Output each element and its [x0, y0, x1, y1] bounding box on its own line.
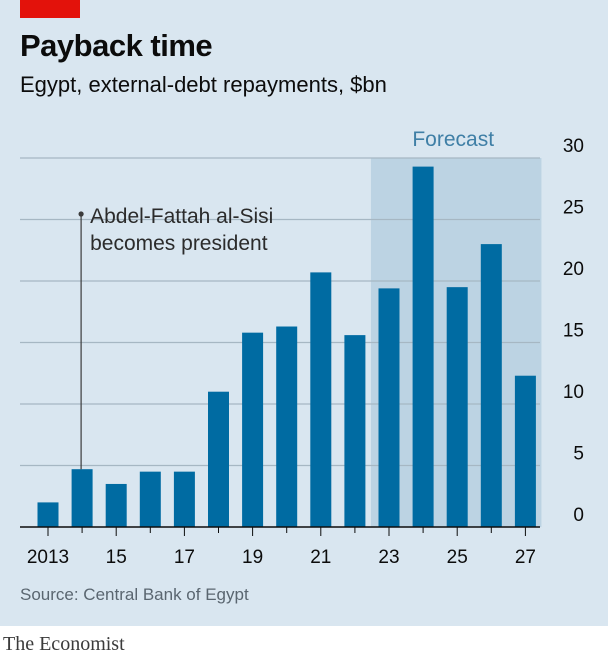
brand-wordmark: The Economist [3, 633, 125, 655]
bar-2014 [71, 469, 93, 527]
bar-2021 [310, 272, 332, 527]
x-tick-label: 15 [106, 547, 127, 568]
y-tick-label: 0 [573, 505, 584, 526]
x-tick-label: 23 [378, 547, 399, 568]
x-tick-label: 25 [447, 547, 468, 568]
bar-2025 [446, 287, 468, 527]
x-tick-label: 27 [515, 547, 536, 568]
brand-red-tag [20, 0, 80, 18]
bar-2022 [344, 335, 366, 527]
bar-2027 [514, 375, 536, 527]
axis-layer: 2013 15 17 19 21 23 25 27 [20, 526, 540, 568]
x-tick-label: 21 [310, 547, 331, 568]
y-tick-label: 30 [563, 136, 584, 157]
chart-source: Source: Central Bank of Egypt [20, 585, 249, 604]
x-tick-label: 2013 [27, 547, 69, 568]
bar-2026 [480, 244, 502, 527]
annotation-text-line: Abdel-Fattah al-Sisi [90, 205, 273, 228]
y-tick-label: 5 [573, 444, 584, 465]
annotation-dot [78, 211, 84, 217]
bar-2017 [173, 471, 195, 527]
annotation-text-line: becomes president [90, 232, 268, 255]
bar-chart: Forecast 0 5 10 15 20 25 30 2013 15 17 19 21 23 25 27… [20, 128, 584, 568]
bar-2013 [37, 502, 59, 527]
y-tick-label: 10 [563, 382, 584, 403]
bar-layer [37, 166, 536, 528]
y-tick-label: 15 [563, 321, 584, 342]
bar-2016 [139, 471, 161, 527]
bar-2023 [378, 288, 400, 527]
annotation-layer: Abdel-Fattah al-Sisi becomes president [78, 205, 273, 470]
chart-title: Payback time [20, 28, 213, 63]
x-tick-label: 19 [242, 547, 263, 568]
forecast-label: Forecast [412, 128, 494, 151]
bar-2020 [276, 326, 298, 527]
bar-2018 [208, 391, 229, 527]
bar-2024 [412, 166, 434, 528]
x-tick-label: 17 [174, 547, 195, 568]
y-tick-label: 25 [563, 198, 584, 219]
y-tick-label: 20 [563, 259, 584, 280]
bar-2015 [105, 483, 127, 527]
chart-subtitle: Egypt, external-debt repayments, $bn [20, 72, 387, 97]
bar-2019 [242, 332, 264, 527]
